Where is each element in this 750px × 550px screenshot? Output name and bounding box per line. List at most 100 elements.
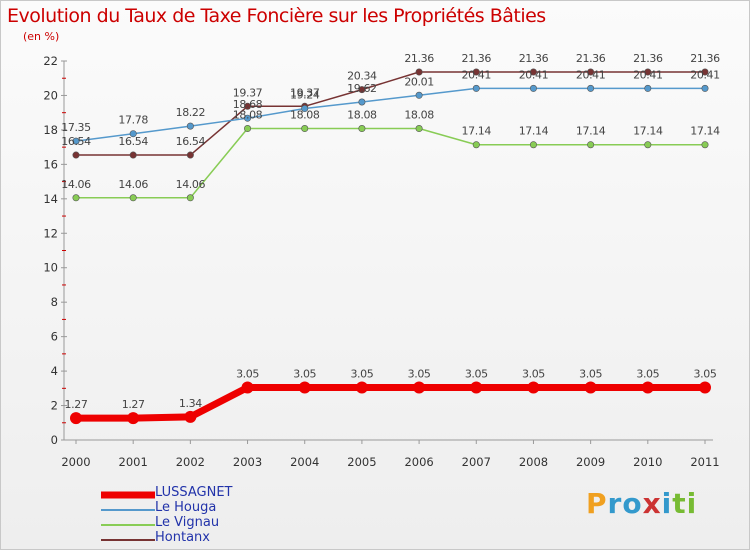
data-label: 20.41 — [633, 68, 663, 81]
legend-label: Hontanx — [155, 530, 210, 545]
series-line-lussagnet — [72, 383, 709, 422]
data-point — [587, 68, 595, 76]
data-label: 20.41 — [576, 68, 606, 81]
data-point — [701, 84, 709, 92]
data-label: 21.36 — [462, 52, 492, 65]
x-tick-label: 2005 — [347, 455, 376, 469]
y-tick-label: 12 — [43, 226, 58, 240]
logo-letter: P — [586, 487, 608, 520]
legend-swatch — [101, 508, 155, 511]
chart-title: Evolution du Taux de Taxe Foncière sur l… — [7, 5, 546, 27]
legend-swatch — [101, 523, 155, 526]
data-label: 20.41 — [519, 68, 549, 81]
y-tick-label: 8 — [51, 295, 58, 309]
data-point — [641, 381, 654, 394]
data-label: 16.54 — [61, 135, 91, 148]
legend-label: Le Houga — [155, 500, 217, 515]
data-point — [301, 125, 309, 133]
x-tick-label: 2004 — [290, 455, 319, 469]
x-tick-label: 2003 — [233, 455, 262, 469]
data-label: 3.05 — [236, 367, 259, 380]
data-point — [529, 141, 537, 149]
data-label: 20.41 — [462, 68, 492, 81]
data-point — [587, 84, 595, 92]
y-tick-label: 10 — [43, 261, 58, 275]
data-point — [127, 412, 140, 425]
data-label: 19.37 — [290, 86, 320, 99]
data-label: 3.05 — [293, 367, 316, 380]
data-label: 17.14 — [633, 125, 663, 138]
data-point — [644, 141, 652, 149]
x-tick-label: 2008 — [519, 455, 548, 469]
data-point — [527, 381, 540, 394]
y-tick-label: 16 — [43, 157, 58, 171]
data-label: 21.36 — [519, 52, 549, 65]
data-label: 21.36 — [690, 52, 720, 65]
data-label: 18.08 — [347, 109, 377, 122]
data-label: 1.34 — [179, 397, 202, 410]
data-label: 18.22 — [176, 106, 206, 119]
data-label: 14.06 — [176, 178, 206, 191]
x-tick-label: 2000 — [61, 455, 90, 469]
logo-letter: r — [607, 487, 623, 520]
data-label: 19.62 — [347, 82, 377, 95]
logo-letter: i — [686, 487, 698, 520]
proxiti-logo: Proxiti — [586, 487, 697, 520]
data-label: 3.05 — [408, 367, 431, 380]
data-point — [186, 151, 194, 159]
data-label: 3.05 — [350, 367, 373, 380]
data-point — [186, 122, 194, 130]
data-point — [529, 84, 537, 92]
data-point — [186, 194, 194, 202]
data-label: 14.06 — [61, 178, 91, 191]
data-label: 3.05 — [579, 367, 602, 380]
series-line-le-vignau — [75, 127, 706, 199]
data-point — [244, 125, 252, 133]
data-point — [301, 105, 309, 113]
data-point — [584, 381, 597, 394]
data-point — [587, 141, 595, 149]
y-tick-label: 14 — [43, 192, 58, 206]
y-tick-label: 0 — [51, 433, 58, 447]
data-point — [358, 98, 366, 106]
x-tick-label: 2010 — [633, 455, 662, 469]
data-point — [129, 130, 137, 138]
data-point — [72, 194, 80, 202]
data-point — [72, 137, 80, 145]
data-label: 3.05 — [522, 367, 545, 380]
data-point — [358, 125, 366, 133]
data-label: 1.27 — [65, 398, 88, 411]
data-point — [244, 102, 252, 110]
legend-swatch — [101, 491, 155, 498]
data-label: 20.34 — [347, 70, 377, 83]
data-label: 1.27 — [122, 398, 145, 411]
series-line-le-houga — [75, 87, 706, 142]
data-labels: 1.27 1.27 1.34 3.05 3.05 3.05 3.05 3.05 3.05 3.05… — [61, 52, 720, 411]
series-lines — [70, 68, 711, 425]
data-point — [415, 68, 423, 76]
data-point — [244, 114, 252, 122]
logo-letter: o — [622, 487, 643, 520]
data-label: 3.05 — [694, 367, 717, 380]
data-point — [415, 125, 423, 133]
data-label: 3.05 — [636, 367, 659, 380]
data-point — [470, 381, 483, 394]
x-tick-label: 2001 — [119, 455, 148, 469]
data-point — [644, 84, 652, 92]
data-label: 17.78 — [118, 114, 148, 127]
data-point — [644, 68, 652, 76]
y-tick-label: 6 — [51, 330, 58, 344]
x-tick-label: 2011 — [690, 455, 719, 469]
data-label: 17.14 — [519, 125, 549, 138]
data-label: 18.68 — [233, 98, 263, 111]
data-point — [529, 68, 537, 76]
data-point — [241, 381, 254, 394]
data-label: 17.14 — [462, 125, 492, 138]
data-label: 21.36 — [576, 52, 606, 65]
data-label: 18.08 — [404, 109, 434, 122]
data-point — [70, 412, 82, 425]
y-tick-label: 4 — [51, 364, 58, 378]
data-label: 19.24 — [290, 89, 320, 102]
